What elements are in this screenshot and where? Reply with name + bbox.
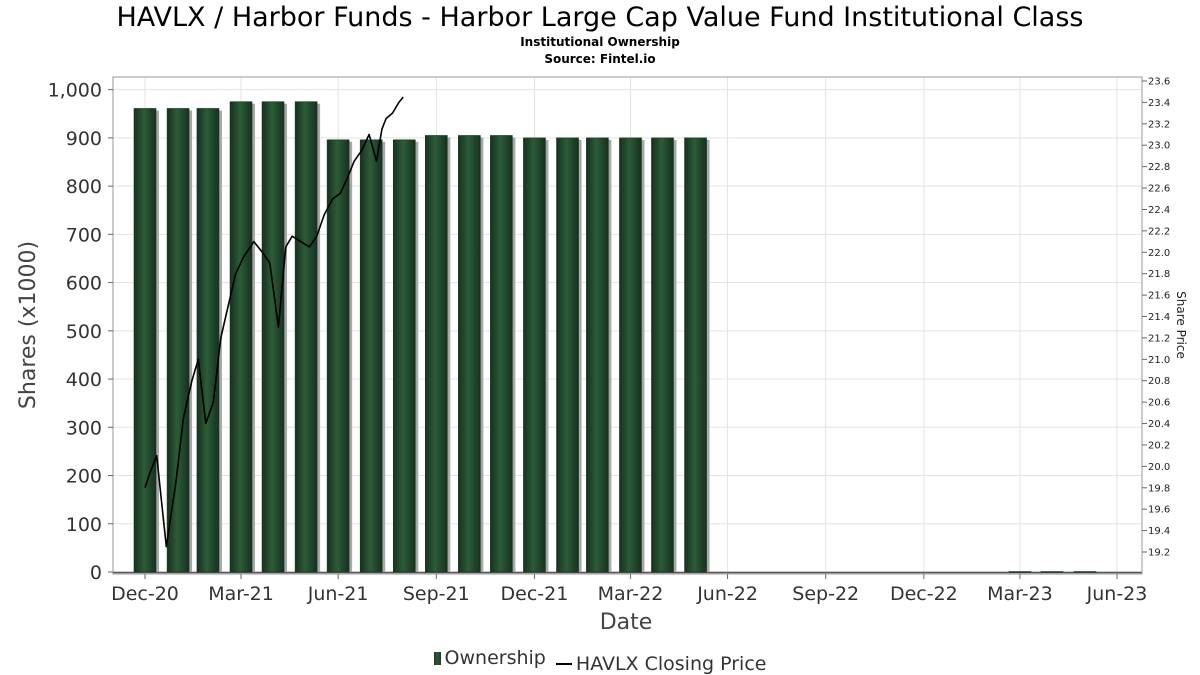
x-tick-label: Jun-23 <box>1086 583 1148 605</box>
x-tick-label: Sep-22 <box>792 583 859 605</box>
y2-tick-label: 21.2 <box>1148 333 1170 344</box>
ownership-bar <box>490 135 513 573</box>
y2-tick-label: 22.0 <box>1148 248 1170 259</box>
y2-tick-label: 22.4 <box>1148 205 1170 216</box>
y-tick-label: 200 <box>66 466 102 488</box>
legend: Ownership HAVLX Closing Price <box>0 647 1200 675</box>
ownership-bar <box>458 135 481 573</box>
line-swatch-icon <box>555 662 572 665</box>
y2-tick-label: 23.6 <box>1148 77 1170 88</box>
y-tick-label: 0 <box>90 562 102 584</box>
y2-tick-label: 22.8 <box>1148 162 1170 173</box>
y2-tick-label: 19.2 <box>1148 548 1170 559</box>
legend-label-ownership: Ownership <box>444 647 546 669</box>
ownership-bar <box>556 137 579 573</box>
ownership-bar <box>359 139 383 573</box>
x-tick-label: Dec-22 <box>890 583 958 605</box>
x-tick-label: Dec-20 <box>111 583 179 605</box>
ownership-bar <box>523 137 546 573</box>
y-axis-label: Shares (x1000) <box>16 241 41 409</box>
y-tick-label: 500 <box>66 321 102 343</box>
y-tick-label: 600 <box>66 273 102 295</box>
x-tick-label: Mar-23 <box>987 583 1053 605</box>
x-tick-label: Dec-21 <box>501 583 569 605</box>
y-tick-label: 800 <box>66 176 102 198</box>
ownership-bar <box>294 101 318 573</box>
ownership-bar <box>586 137 609 573</box>
y2-tick-label: 23.2 <box>1148 119 1170 130</box>
x-tick-label: Mar-21 <box>208 583 274 605</box>
ownership-bar <box>619 137 642 573</box>
plot-border <box>112 76 1143 575</box>
y2-tick-label: 21.4 <box>1148 312 1170 323</box>
x-tick-label: Jun-22 <box>696 583 758 605</box>
y2-tick-label: 20.2 <box>1148 440 1170 451</box>
y2-tick-label: 21.8 <box>1148 269 1170 280</box>
y2-tick-label: 19.4 <box>1148 526 1170 537</box>
price-line <box>144 96 404 548</box>
ownership-bar <box>133 108 157 573</box>
x-axis-label: Date <box>600 610 653 635</box>
y-tick-label: 300 <box>66 417 102 439</box>
chart-title: HAVLX / Harbor Funds - Harbor Large Cap … <box>116 2 1084 33</box>
ownership-bar <box>196 108 220 573</box>
y2-tick-label: 20.8 <box>1148 376 1170 387</box>
ownership-bar <box>229 101 253 573</box>
y-tick-label: 1,000 <box>48 80 102 102</box>
y2-tick-label: 19.6 <box>1148 505 1170 516</box>
ownership-bar <box>166 108 190 573</box>
ownership-bar <box>326 139 350 573</box>
y2-tick-label: 21.0 <box>1148 355 1170 366</box>
x-tick-label: Jun-21 <box>307 583 369 605</box>
bar-swatch-icon <box>433 651 441 665</box>
legend-item-ownership[interactable]: Ownership <box>433 647 546 669</box>
ownership-bar <box>1008 571 1032 573</box>
legend-label-price: HAVLX Closing Price <box>575 652 767 675</box>
y-tick-label: 700 <box>66 224 102 246</box>
ownership-bar <box>1073 571 1097 573</box>
y2-tick-label: 23.0 <box>1148 141 1170 152</box>
chart-subtitle: Institutional Ownership <box>520 35 680 49</box>
ownership-bar <box>1040 571 1064 573</box>
ownership-bar <box>684 137 707 573</box>
x-tick-label: Sep-21 <box>403 583 470 605</box>
y2-tick-label: 21.6 <box>1148 291 1170 302</box>
x-tick-label: Mar-22 <box>598 583 664 605</box>
y2-tick-label: 20.4 <box>1148 419 1170 430</box>
legend-item-price[interactable]: HAVLX Closing Price <box>555 652 767 675</box>
y2-tick-label: 20.0 <box>1148 462 1170 473</box>
y2-tick-label: 23.4 <box>1148 98 1170 109</box>
y-tick-label: 100 <box>66 514 102 536</box>
y2-tick-label: 19.8 <box>1148 483 1170 494</box>
y2-tick-label: 20.6 <box>1148 398 1170 409</box>
chart-source: Source: Fintel.io <box>544 52 656 66</box>
ownership-bar <box>261 101 285 573</box>
y-tick-label: 900 <box>66 128 102 150</box>
ownership-bar <box>424 135 448 573</box>
y2-axis-label: Share Price <box>1174 291 1188 359</box>
y2-tick-label: 22.6 <box>1148 184 1170 195</box>
ownership-bar <box>392 139 416 573</box>
ownership-bar <box>651 137 674 573</box>
chart-area: 0 100 200 300 400 500 600 700 800 900 1,000 Dec-20 M… <box>16 76 1188 635</box>
y-tick-label: 400 <box>66 369 102 391</box>
y2-tick-label: 22.2 <box>1148 226 1170 237</box>
